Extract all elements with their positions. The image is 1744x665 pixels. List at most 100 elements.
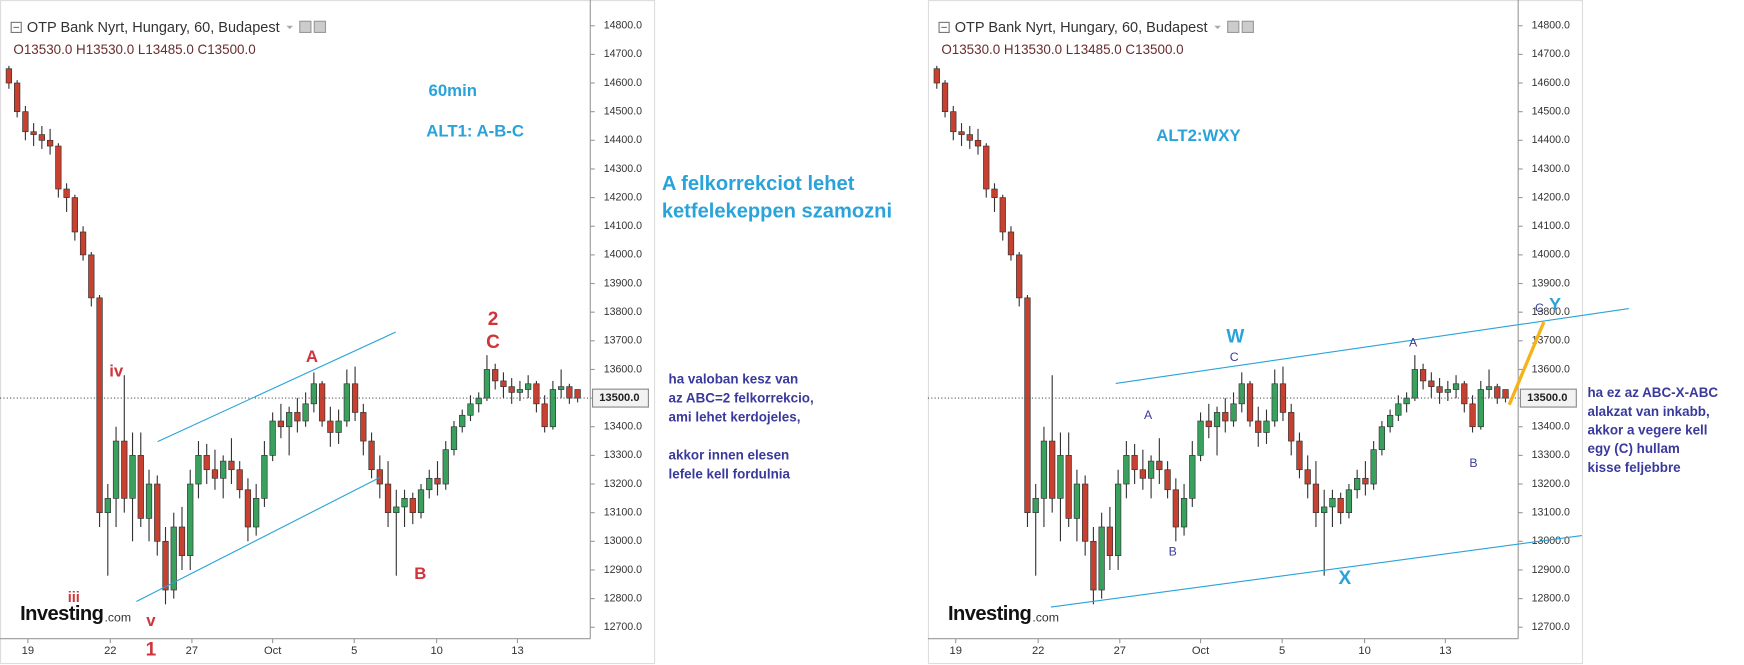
wave-label: C xyxy=(1535,301,1544,315)
candle-body xyxy=(318,383,326,422)
note-text: akkor innen elesen xyxy=(669,448,790,463)
candle-body xyxy=(933,68,940,84)
candle-body xyxy=(1123,455,1130,485)
wave-label: 1 xyxy=(146,640,157,661)
y-tick-label: 13900.0 xyxy=(604,277,642,289)
candle-body xyxy=(1197,420,1204,456)
candle-body xyxy=(145,483,153,519)
y-tick-label: 13100.0 xyxy=(604,506,642,518)
x-tick-label: Oct xyxy=(264,645,282,657)
y-tick-label: 13600.0 xyxy=(1532,363,1570,375)
candle-body xyxy=(162,540,169,591)
settings-icon xyxy=(299,20,312,34)
candle-body xyxy=(941,82,949,113)
candle-body xyxy=(475,397,482,405)
y-tick-label: 14700.0 xyxy=(1532,48,1570,60)
candle-body xyxy=(302,403,309,422)
candle-body xyxy=(46,139,54,147)
candle-body xyxy=(483,369,491,399)
candle-body xyxy=(63,188,70,198)
x-tick-label: 22 xyxy=(1032,645,1044,657)
dropdown-icon xyxy=(1214,25,1221,30)
trendline xyxy=(1050,534,1582,608)
candle-body xyxy=(1494,386,1501,399)
panel xyxy=(927,0,1584,665)
candle-body xyxy=(55,145,62,190)
wave-label: Y xyxy=(1549,294,1561,314)
candle-body xyxy=(286,412,293,428)
y-tick-label: 14000.0 xyxy=(1532,249,1570,261)
candle-body xyxy=(30,131,37,135)
candle-body xyxy=(1312,483,1320,514)
candle-body xyxy=(1386,414,1394,428)
settings-icon xyxy=(1227,20,1240,34)
candle-body xyxy=(1403,397,1410,405)
candle-body xyxy=(203,455,210,471)
candle-body xyxy=(1172,489,1179,528)
candle-body xyxy=(1106,526,1114,556)
candle-body xyxy=(14,82,21,113)
x-tick-label: 5 xyxy=(1279,645,1285,657)
logo-suffix: .com xyxy=(104,610,131,624)
candle-body xyxy=(327,420,334,433)
note-text: ami lehet kerdojeles, xyxy=(669,410,801,425)
note-text: ha valoban kesz van xyxy=(669,372,799,387)
candle-body xyxy=(1485,386,1493,390)
candle-body xyxy=(277,420,285,428)
y-tick-label: 14400.0 xyxy=(604,134,642,146)
candle-body xyxy=(38,134,46,141)
candle-body xyxy=(368,440,375,471)
y-tick-label: 14200.0 xyxy=(1532,191,1570,203)
y-tick-label: 12700.0 xyxy=(1532,621,1570,633)
wave-label: v xyxy=(146,611,156,630)
candle-body xyxy=(1098,526,1105,591)
candle-body xyxy=(211,469,219,479)
chart-title: OTP Bank Nyrt, Hungary, 60, Budapest xyxy=(27,20,280,36)
last-price-label: 13500.0 xyxy=(1527,392,1567,404)
logo: Investing xyxy=(20,603,103,625)
candle-body xyxy=(974,139,982,147)
candle-body xyxy=(1370,449,1377,485)
ohlc-label: O13530.0 H13530.0 L13485.0 C13500.0 xyxy=(13,42,255,57)
x-tick-label: 27 xyxy=(1114,645,1126,657)
y-tick-label: 14800.0 xyxy=(1532,20,1570,32)
wave-label: iv xyxy=(109,362,124,381)
candle-body xyxy=(1354,477,1361,491)
candle-body xyxy=(178,526,186,556)
x-tick-label: 19 xyxy=(950,645,962,657)
candle-body xyxy=(566,386,573,399)
candle-body xyxy=(1180,498,1188,528)
collapse-icon xyxy=(938,21,950,34)
y-tick-label: 12700.0 xyxy=(604,621,642,633)
wave-label: C xyxy=(1230,350,1239,364)
candle-body xyxy=(1246,383,1254,422)
candle-body xyxy=(187,483,194,556)
wave-label: iii xyxy=(68,590,80,606)
candle-body xyxy=(1230,403,1237,422)
candle-body xyxy=(1428,380,1435,387)
candle-body xyxy=(450,426,458,450)
candle-body xyxy=(1461,383,1468,405)
candle-body xyxy=(376,469,383,485)
candle-body xyxy=(1304,469,1311,485)
candle-body xyxy=(1082,483,1089,542)
y-tick-label: 13300.0 xyxy=(1532,449,1570,461)
wave-label: B xyxy=(1469,456,1477,470)
settings-icon xyxy=(313,20,327,34)
candle-body xyxy=(393,506,400,514)
y-tick-label: 13400.0 xyxy=(1532,421,1570,433)
y-tick-label: 14200.0 xyxy=(604,191,642,203)
candle-body xyxy=(1337,498,1344,514)
note-text: az ABC=2 felkorrekcio, xyxy=(669,391,814,406)
y-tick-label: 13700.0 xyxy=(604,335,642,347)
candle-body xyxy=(1469,403,1476,428)
y-tick-label: 14700.0 xyxy=(604,48,642,60)
collapse-icon xyxy=(10,21,22,34)
candle-body xyxy=(236,469,243,491)
candle-body xyxy=(1156,460,1163,471)
wave-label: A xyxy=(1144,408,1153,422)
y-tick-label: 12900.0 xyxy=(604,564,642,576)
candle-body xyxy=(96,297,103,514)
trendline xyxy=(157,331,396,443)
candle-body xyxy=(129,455,136,499)
